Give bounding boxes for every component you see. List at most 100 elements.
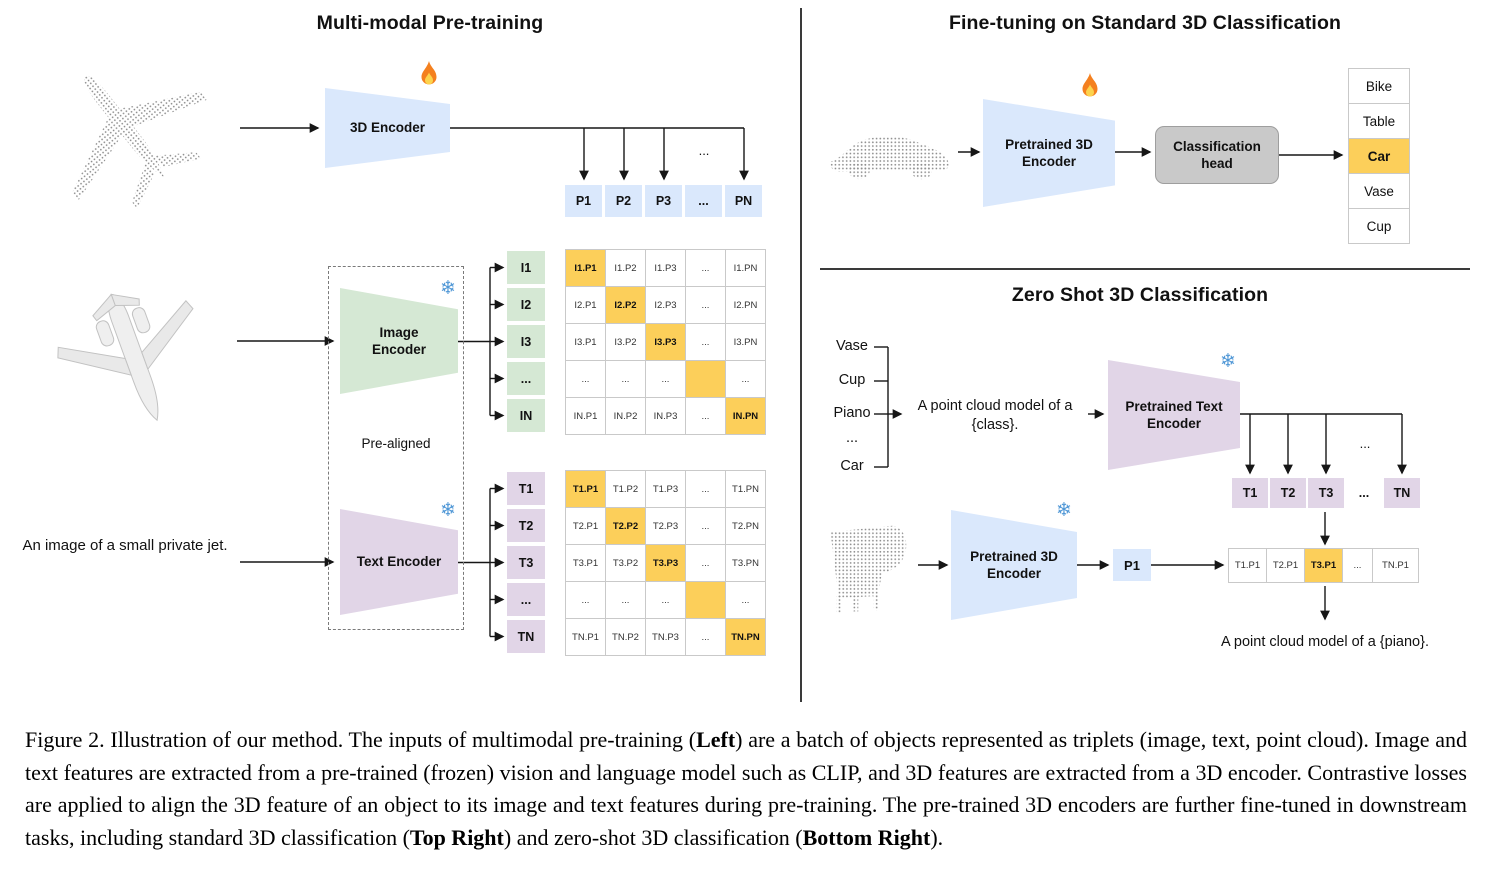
i-matrix-cell: IN.P2 [606, 398, 646, 435]
image-point-similarity-matrix: I1.P1 I1.P2 I1.P3 ... I1.PN I2.P1 I2.P2 … [565, 249, 766, 435]
image-encoder-label: Image Encoder [371, 324, 426, 357]
piano-point-cloud [816, 513, 914, 622]
text-feature-column: T1 T2 T3 ... TN [507, 470, 545, 655]
class-list-item: Bike [1348, 68, 1410, 104]
prealigned-label: Pre-aligned [361, 436, 431, 451]
t-matrix-cell: T1.P3 [646, 471, 686, 508]
zeroshot-result-text: A point cloud model of a {piano}. [1221, 634, 1429, 650]
i-matrix-cell: IN.PN [726, 398, 766, 435]
i-matrix-cell: IN.P1 [566, 398, 606, 435]
class-list-item: Cup [1348, 208, 1410, 244]
t-row-cell: T1 [1232, 478, 1268, 508]
t-matrix-cell: T2.P3 [646, 508, 686, 545]
class-word: Cup [838, 372, 866, 388]
figure-caption: Figure 2. Illustration of our method. Th… [25, 724, 1467, 854]
classification-head-block: Classification head [1155, 126, 1279, 184]
pretrained-text-encoder-label: Pretrained Text Encoder [1125, 398, 1223, 431]
3d-encoder-block: 3D Encoder [325, 88, 450, 168]
i-matrix-cell: ... [606, 361, 646, 398]
class-word-ellipsis: ... [845, 430, 859, 446]
caption-bold: Top Right [409, 824, 504, 850]
caption-bold: Left [696, 727, 736, 752]
i-matrix-cell: IN.P3 [646, 398, 686, 435]
i-cell: IN [507, 399, 545, 432]
t-matrix-cell: T2.PN [726, 508, 766, 545]
class-list: Bike Table Car Vase Cup [1348, 68, 1410, 244]
car-point-cloud [823, 106, 958, 199]
similarity-cell: T1.P1 [1229, 549, 1267, 583]
similarity-cell: T2.P1 [1267, 549, 1305, 583]
flame-icon [417, 60, 441, 89]
t-matrix-cell: T1.PN [726, 471, 766, 508]
caption-text: ) and zero-shot 3D classification ( [503, 824, 803, 850]
snowflake-icon: ❄ [440, 500, 456, 521]
3d-encoder-label: 3D Encoder [349, 120, 426, 136]
classification-head-label: Classification head [1173, 138, 1261, 171]
i-matrix-cell: ... [566, 361, 606, 398]
t-matrix-cell: TN.P3 [646, 619, 686, 656]
t-matrix-cell: TN.P1 [566, 619, 606, 656]
image-feature-column: I1 I2 I3 ... IN [507, 249, 545, 434]
t-row-cell: T2 [1270, 478, 1306, 508]
caption-text: ). [930, 824, 944, 850]
i-matrix-cell: I2.P2 [606, 287, 646, 324]
similarity-row: T1.P1 T2.P1 T3.P1 ... TN.P1 [1228, 548, 1419, 583]
p-cell: P2 [605, 185, 642, 217]
class-list-item: Vase [1348, 173, 1410, 209]
i-matrix-cell [686, 361, 726, 398]
similarity-cell: ... [1343, 549, 1373, 583]
t-cell: T3 [507, 546, 545, 579]
airplane-point-cloud [28, 46, 236, 229]
p-feature-row: P1 P2 P3 ... PN [565, 185, 762, 217]
t-cell: TN [507, 620, 545, 653]
t-matrix-cell: T2.P1 [566, 508, 606, 545]
caption-text: Figure 2. Illustration of our method. Th… [25, 727, 697, 752]
t-row-cell: T3 [1308, 478, 1344, 508]
t-matrix-cell: T3.P2 [606, 545, 646, 582]
prealigned-dashed-box [328, 266, 464, 630]
pretrained-3d-encoder-label: Pretrained 3D Encoder [1005, 136, 1093, 169]
t-cell: T2 [507, 509, 545, 542]
pretrained-3d-encoder-block: Pretrained 3D Encoder [983, 99, 1115, 207]
p-cell: P1 [565, 185, 602, 217]
t-matrix-cell: ... [726, 582, 766, 619]
t-matrix-cell: ... [646, 582, 686, 619]
i-matrix-cell: ... [686, 287, 726, 324]
vertical-divider [800, 8, 802, 702]
i-matrix-cell: I1.PN [726, 250, 766, 287]
private-jet-image [38, 276, 230, 439]
horizontal-divider [820, 268, 1470, 270]
t-matrix-cell: T2.P2 [606, 508, 646, 545]
t-matrix-cell: T3.P3 [646, 545, 686, 582]
i-matrix-cell: ... [686, 250, 726, 287]
pretraining-title: Multi-modal Pre-training [316, 12, 544, 34]
i-matrix-cell: I2.P3 [646, 287, 686, 324]
class-word: Car [840, 458, 864, 474]
i-matrix-cell: I3.P1 [566, 324, 606, 361]
t-matrix-cell: ... [686, 508, 726, 545]
zeroshot-title: Zero Shot 3D Classification [1011, 284, 1269, 306]
pretrained-text-encoder-block: Pretrained Text Encoder [1108, 360, 1240, 470]
i-cell: I3 [507, 325, 545, 358]
t-row-cell-ellipsis: ... [1358, 486, 1370, 500]
flame-icon [1078, 72, 1102, 101]
prompt-text: A point cloud model of a {class}. [917, 398, 1073, 433]
i-matrix-cell: ... [686, 324, 726, 361]
t-matrix-cell [686, 582, 726, 619]
class-word: Piano [833, 405, 871, 421]
t-cell: ... [507, 583, 545, 616]
t-matrix-cell: ... [686, 471, 726, 508]
i-matrix-cell: ... [726, 361, 766, 398]
t-matrix-cell: ... [686, 619, 726, 656]
p1-feature-cell: P1 [1113, 549, 1151, 581]
p-cell: P3 [645, 185, 682, 217]
class-list-item: Table [1348, 103, 1410, 139]
text-encoder-label: Text Encoder [356, 554, 442, 570]
image-caption-text: An image of a small private jet. [22, 537, 228, 554]
p-cell: ... [685, 185, 722, 217]
i-matrix-cell: I3.PN [726, 324, 766, 361]
t-matrix-cell: ... [606, 582, 646, 619]
similarity-cell-highlighted: T3.P1 [1305, 549, 1343, 583]
i-matrix-cell: ... [686, 398, 726, 435]
